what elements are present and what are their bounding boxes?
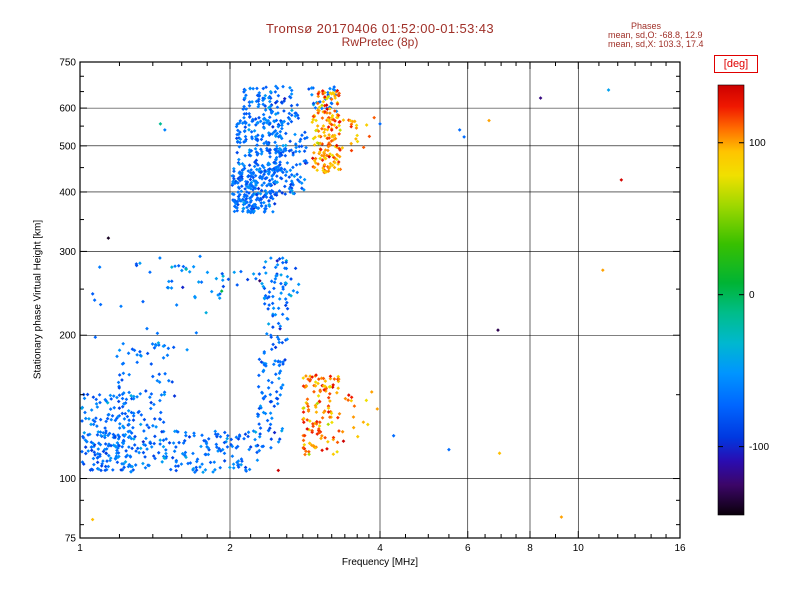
scatter-points (80, 84, 624, 522)
colorbar-tick-label: -100 (749, 442, 769, 453)
x-tick-label: 8 (527, 543, 533, 554)
y-tick-label: 75 (65, 534, 77, 545)
stats-header: Phases (631, 21, 662, 31)
stats-line-o-mode: mean, sd,O: -68.8, 12.9 (608, 30, 703, 40)
y-tick-label: 500 (59, 141, 76, 152)
colorbar (717, 84, 745, 516)
x-tick-label: 6 (465, 543, 471, 554)
chart-title: Tromsø 20170406 01:52:00-01:53:43 (265, 21, 495, 36)
x-tick-label: 1 (77, 543, 83, 554)
x-tick-label: 16 (674, 543, 686, 554)
colorbar-tick-label: 100 (749, 138, 766, 149)
y-tick-label: 600 (59, 104, 76, 115)
y-axis-label: Stationary phase Virtual Height [km] (32, 219, 44, 380)
colorbar-units-label: [deg] (714, 55, 758, 73)
colorbar-tick-label: 0 (749, 290, 755, 301)
x-tick-label: 2 (227, 543, 233, 554)
x-tick-label: 10 (573, 543, 585, 554)
y-tick-label: 200 (59, 331, 76, 342)
y-tick-label: 750 (59, 58, 76, 69)
axis-ticks (79, 61, 681, 539)
tick-labels: 1 2 4 6 8 10 16 75 100 200 300 400 500 600 750 (59, 58, 686, 555)
y-tick-label: 300 (59, 247, 76, 258)
gridlines (80, 62, 680, 538)
chart-subtitle: RwPretec (8p) (341, 35, 419, 49)
y-tick-label: 100 (59, 474, 76, 485)
x-axis-label: Frequency [MHz] (341, 557, 419, 568)
x-tick-label: 4 (377, 543, 383, 554)
stats-line-x-mode: mean, sd,X: 103.3, 17.4 (608, 39, 704, 49)
y-tick-label: 400 (59, 187, 76, 198)
